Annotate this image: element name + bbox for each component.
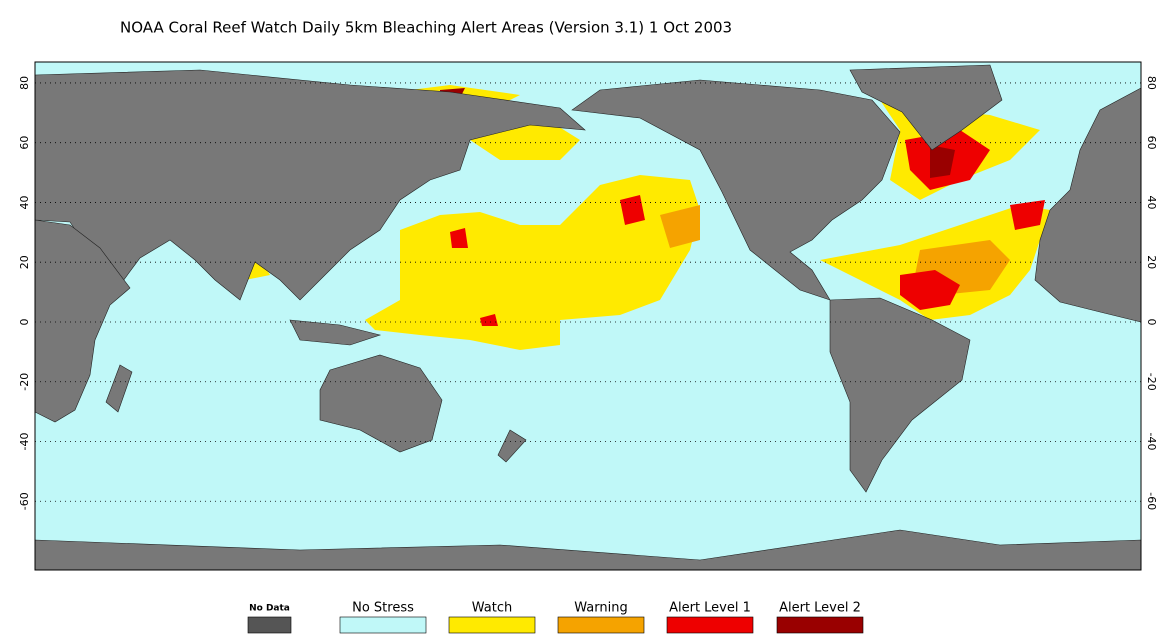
- legend-swatch: [557, 616, 645, 634]
- legend-swatch: [776, 616, 864, 634]
- lat-label-left: -40: [18, 433, 31, 451]
- legend-label: Watch: [472, 601, 512, 616]
- legend-swatch: [247, 616, 292, 634]
- lat-label-left: 80: [18, 76, 31, 90]
- legend-swatch: [448, 616, 536, 634]
- map-frame: [34, 61, 1142, 571]
- legend-label: Alert Level 2: [779, 601, 861, 616]
- lat-label-left: 40: [18, 195, 31, 209]
- lat-label-right: -20: [1145, 373, 1158, 391]
- lat-label-right: -60: [1145, 492, 1158, 510]
- lat-label-right: 0: [1145, 318, 1158, 325]
- lat-label-left: -20: [18, 373, 31, 391]
- lat-label-left: 20: [18, 255, 31, 269]
- legend-label: No Data: [249, 604, 290, 614]
- lat-label-left: -60: [18, 492, 31, 510]
- land: [34, 64, 1142, 571]
- lat-label-right: 80: [1145, 76, 1158, 90]
- lat-label-right: -40: [1145, 433, 1158, 451]
- legend-label: Warning: [574, 601, 627, 616]
- legend-swatch: [339, 616, 427, 634]
- lat-label-right: 60: [1145, 136, 1158, 150]
- legend-label: Alert Level 1: [669, 601, 751, 616]
- lat-label-left: 0: [18, 318, 31, 325]
- legend-label: No Stress: [352, 601, 414, 616]
- lat-label-right: 20: [1145, 255, 1158, 269]
- lat-label-left: 60: [18, 136, 31, 150]
- legend-swatch: [666, 616, 754, 634]
- map-title: NOAA Coral Reef Watch Daily 5km Bleachin…: [120, 19, 732, 37]
- lat-label-right: 40: [1145, 195, 1158, 209]
